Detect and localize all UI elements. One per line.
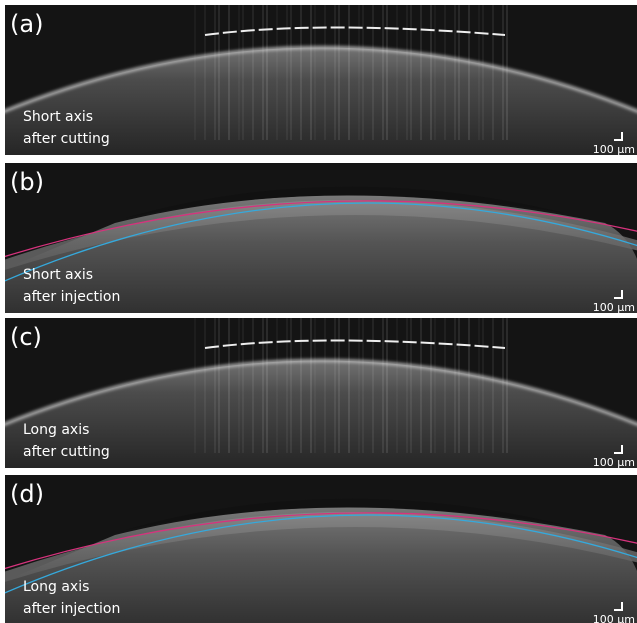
caption-line: after injection (23, 289, 120, 305)
panel-label: (b) (10, 168, 44, 196)
panel-label: (d) (10, 480, 44, 508)
scale-bar-label: 100 μm (593, 301, 635, 314)
caption-line: after cutting (23, 444, 110, 460)
panel: (a) Short axis after cutting 100 μm (0, 5, 637, 156)
scale-bar-label: 100 μm (593, 456, 635, 469)
panel-label: (c) (10, 323, 42, 351)
caption-line: Long axis (23, 422, 89, 438)
panel-label: (a) (10, 10, 43, 38)
caption-line: after cutting (23, 131, 110, 147)
figure: (a) Short axis after cutting 100 μm (b) Short… (0, 0, 637, 623)
panel: (b) Short axis after injection 100 μm (0, 163, 637, 314)
caption-line: Long axis (23, 579, 89, 595)
panel: (d) Long axis after injection 100 μm (0, 475, 637, 623)
scale-bar-label: 100 μm (593, 143, 635, 156)
panel: (c) Long axis after cutting 100 μm (0, 318, 637, 469)
caption-line: after injection (23, 601, 120, 617)
caption-line: Short axis (23, 267, 93, 283)
scale-bar-label: 100 μm (593, 613, 635, 623)
caption-line: Short axis (23, 109, 93, 125)
